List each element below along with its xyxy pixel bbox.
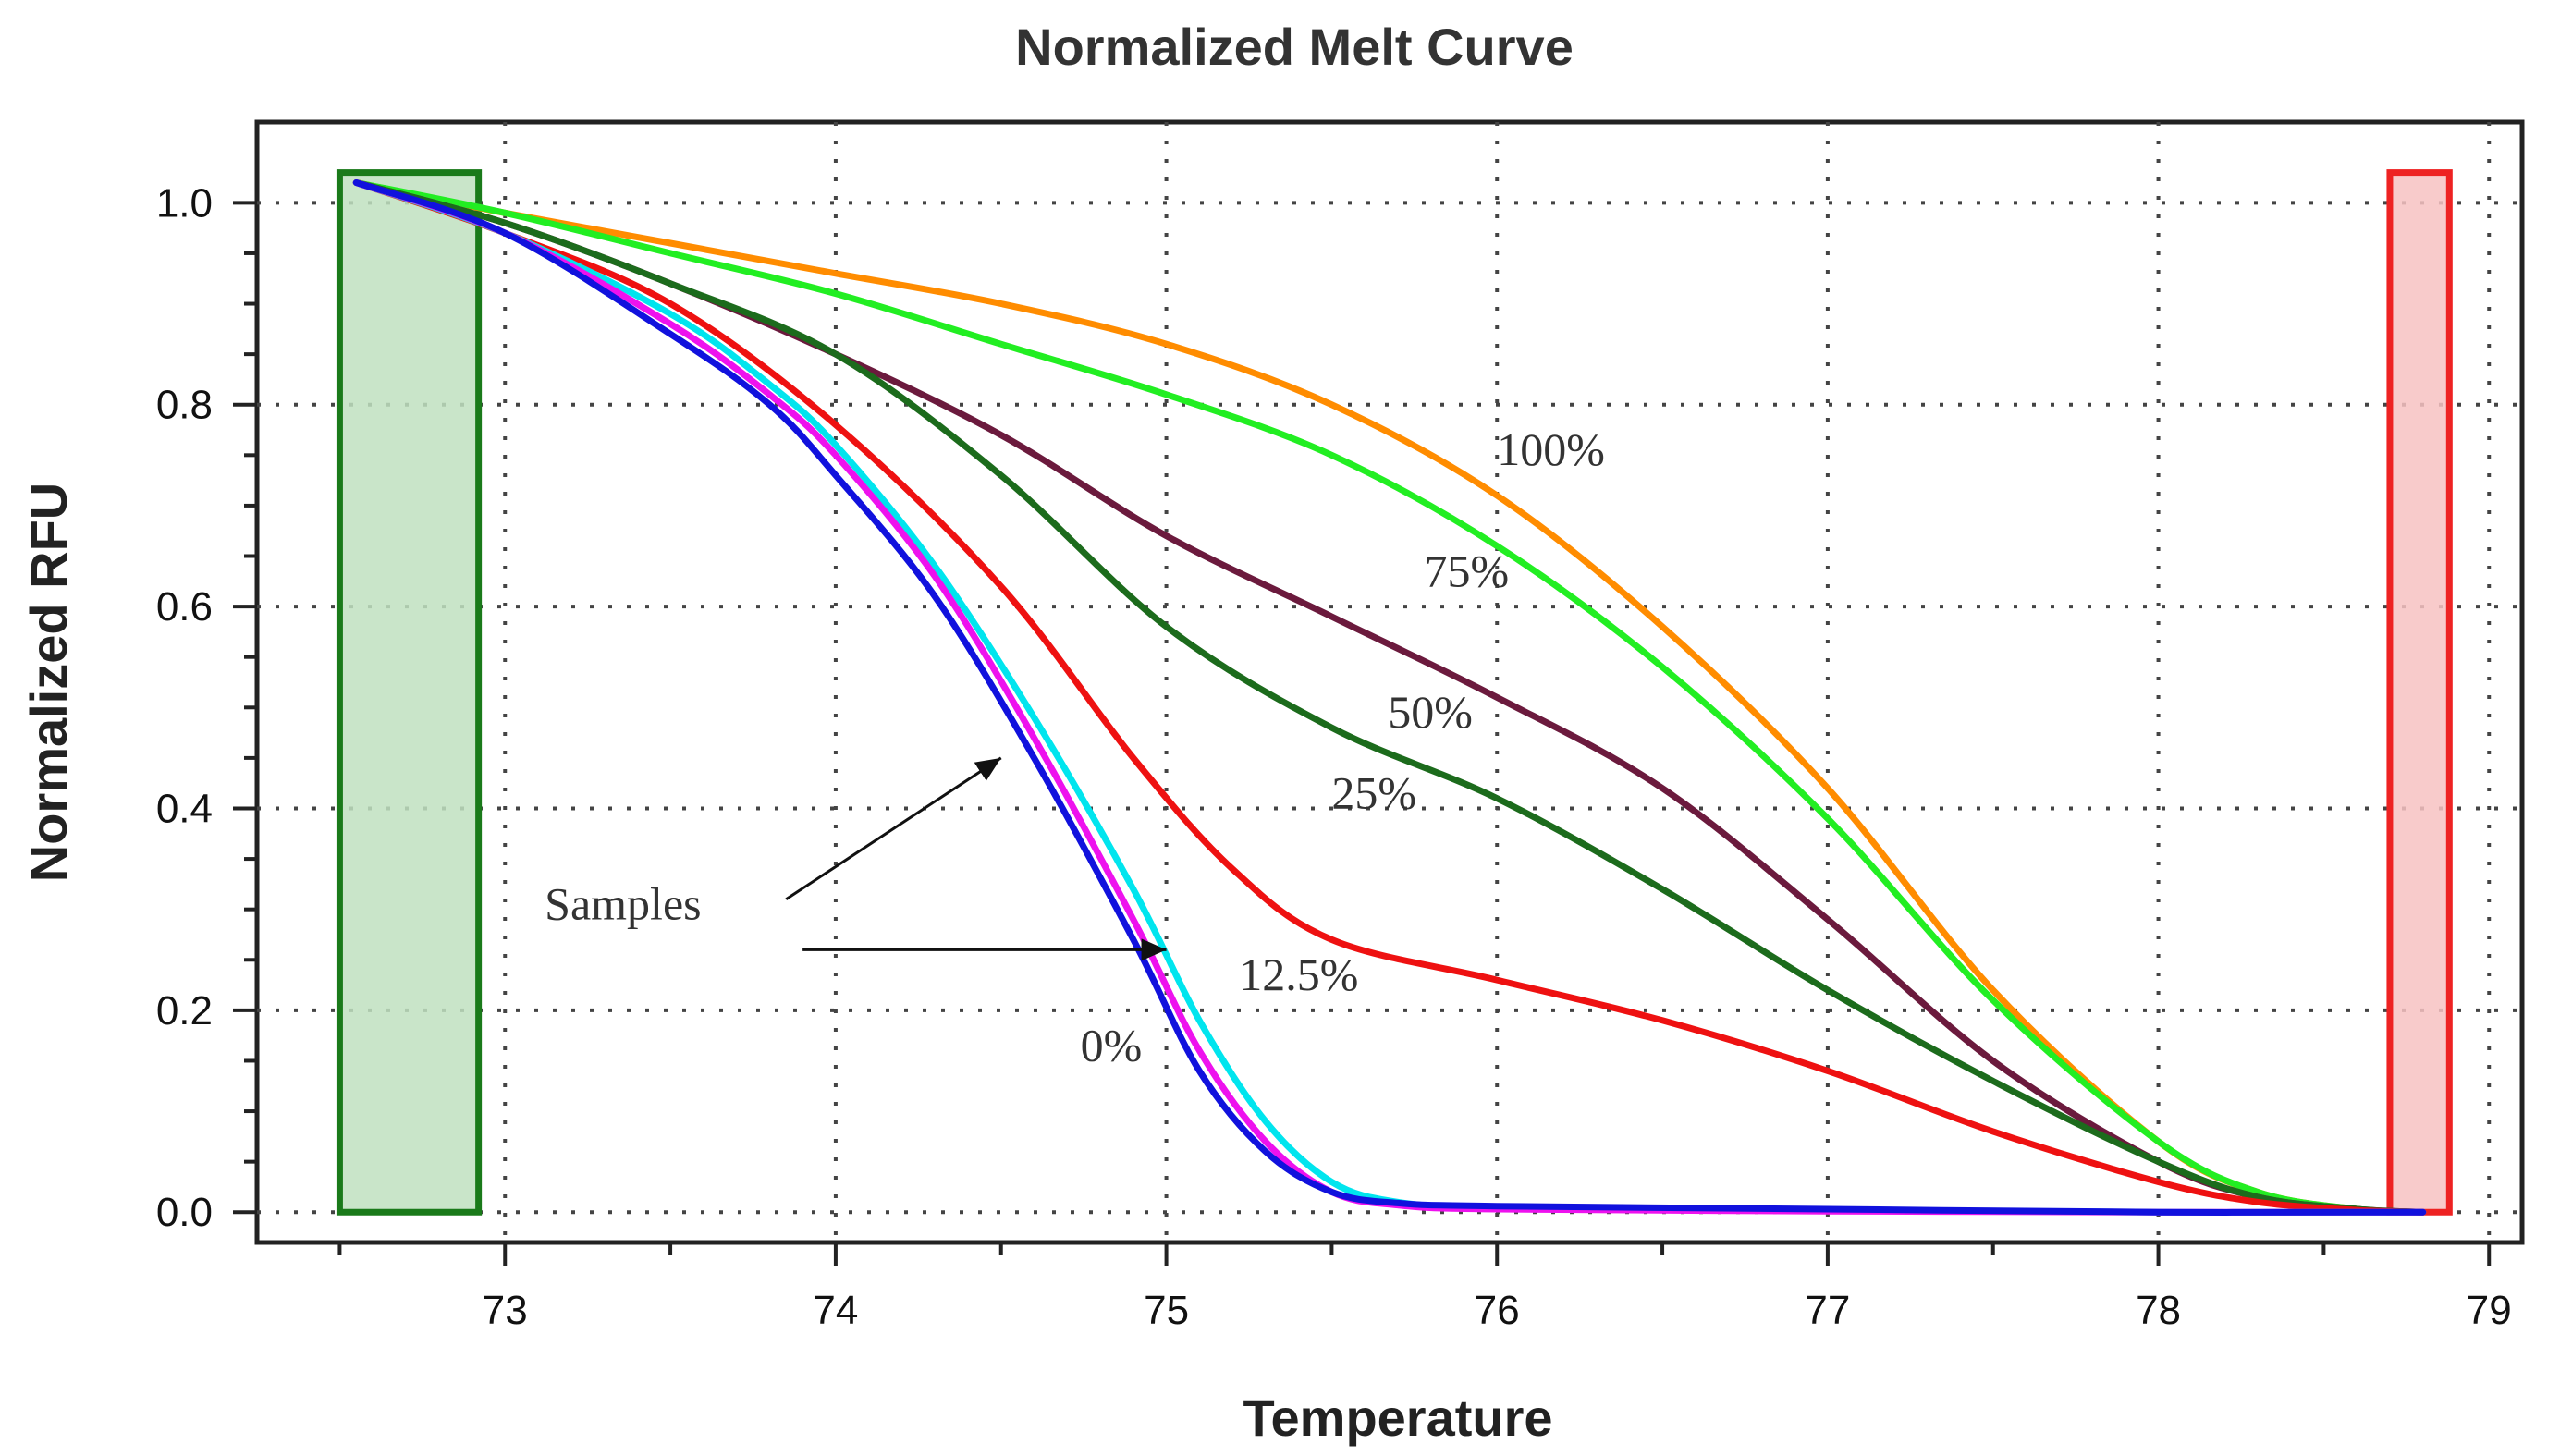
annotation-12-5pct: 12.5% — [1239, 948, 1358, 1000]
plot-frame — [254, 119, 2525, 1245]
annotation-0pct: 0% — [1081, 1019, 1143, 1071]
x-tick-label-75: 75 — [1144, 1288, 1189, 1333]
y-axis-title: Normalized RFU — [19, 483, 78, 883]
y-tick-label-3: 0.6 — [156, 584, 213, 630]
y-tick-label-4: 0.8 — [156, 383, 213, 428]
series-line-75pct[interactable] — [352, 179, 2427, 1216]
series-line-12-5pct[interactable] — [352, 179, 2427, 1216]
begin-region[interactable] — [336, 169, 483, 1216]
x-tick-label-74: 74 — [813, 1288, 858, 1333]
y-tick-label-2: 0.4 — [156, 786, 213, 831]
y-tick-label-0: 0.0 — [156, 1190, 213, 1235]
annotation-25pct: 25% — [1331, 766, 1416, 818]
y-axis-ticks: 0.0 0.2 0.4 0.6 0.8 1.0 — [156, 180, 257, 1235]
x-tick-label-76: 76 — [1475, 1288, 1520, 1333]
annotation-100pct: 100% — [1497, 423, 1605, 475]
grid-lines — [257, 122, 2522, 1242]
y-tick-label-1: 0.2 — [156, 988, 213, 1034]
annotation-75pct: 75% — [1425, 544, 1510, 596]
x-tick-label-73: 73 — [483, 1288, 528, 1333]
annotation-50pct: 50% — [1388, 686, 1473, 738]
series-line-25pct[interactable] — [352, 179, 2427, 1216]
x-axis-title: Temperature — [1243, 1389, 1552, 1447]
melt-regions — [336, 169, 2453, 1216]
annotation-samples: Samples — [545, 878, 701, 930]
annotation-arrow-1 — [785, 756, 1002, 901]
annotation-arrows — [785, 756, 1167, 961]
end-region[interactable] — [2386, 169, 2453, 1216]
x-tick-label-77: 77 — [1805, 1288, 1850, 1333]
series-line-0pct[interactable] — [352, 179, 2427, 1216]
annotations: 100% 75% 50% 25% 12.5% Samples 0% — [545, 423, 1605, 1071]
x-axis-ticks: 73 74 75 76 77 78 79 — [337, 1242, 2512, 1333]
series-lines — [352, 179, 2427, 1216]
y-tick-label-5: 1.0 — [156, 180, 213, 226]
chart-title: Normalized Melt Curve — [1015, 18, 1574, 76]
x-tick-label-78: 78 — [2136, 1288, 2181, 1333]
x-tick-label-79: 79 — [2467, 1288, 2512, 1333]
